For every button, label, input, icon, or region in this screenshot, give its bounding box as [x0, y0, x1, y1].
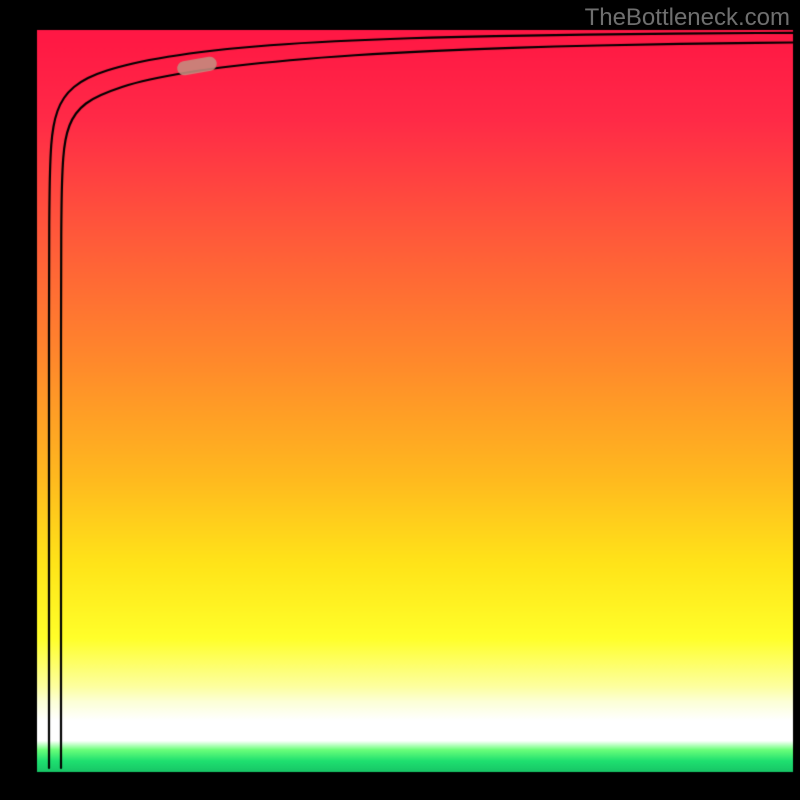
chart-canvas — [0, 0, 800, 800]
chart-container: TheBottleneck.com — [0, 0, 800, 800]
